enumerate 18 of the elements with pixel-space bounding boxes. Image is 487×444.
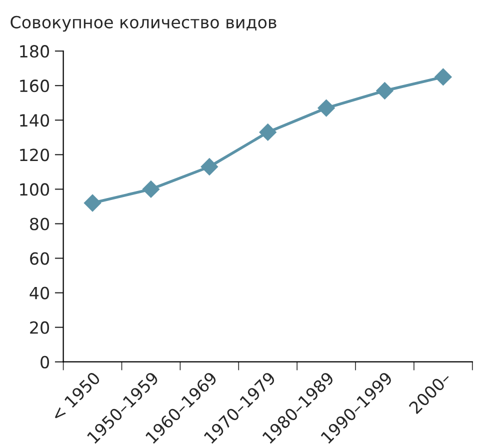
y-tick-label: 100 xyxy=(20,183,50,196)
y-tick-label: 60 xyxy=(30,252,50,265)
y-tick-label: 40 xyxy=(30,286,50,300)
point xyxy=(434,68,452,86)
y-tick-label: 120 xyxy=(20,148,50,162)
point xyxy=(318,99,335,117)
point xyxy=(376,82,394,100)
chart-title: Совокупное количество видов xyxy=(10,16,276,32)
point xyxy=(142,180,160,198)
point xyxy=(200,158,218,176)
y-tick-label: 180 xyxy=(20,45,50,58)
point xyxy=(84,194,102,212)
y-tick-label: 20 xyxy=(30,321,50,334)
y-tick-label: 160 xyxy=(20,80,50,92)
point xyxy=(259,124,276,141)
y-tick-label: 80 xyxy=(30,218,50,230)
y-tick-label: 140 xyxy=(20,114,50,127)
y-tick-label: 0 xyxy=(40,356,50,368)
